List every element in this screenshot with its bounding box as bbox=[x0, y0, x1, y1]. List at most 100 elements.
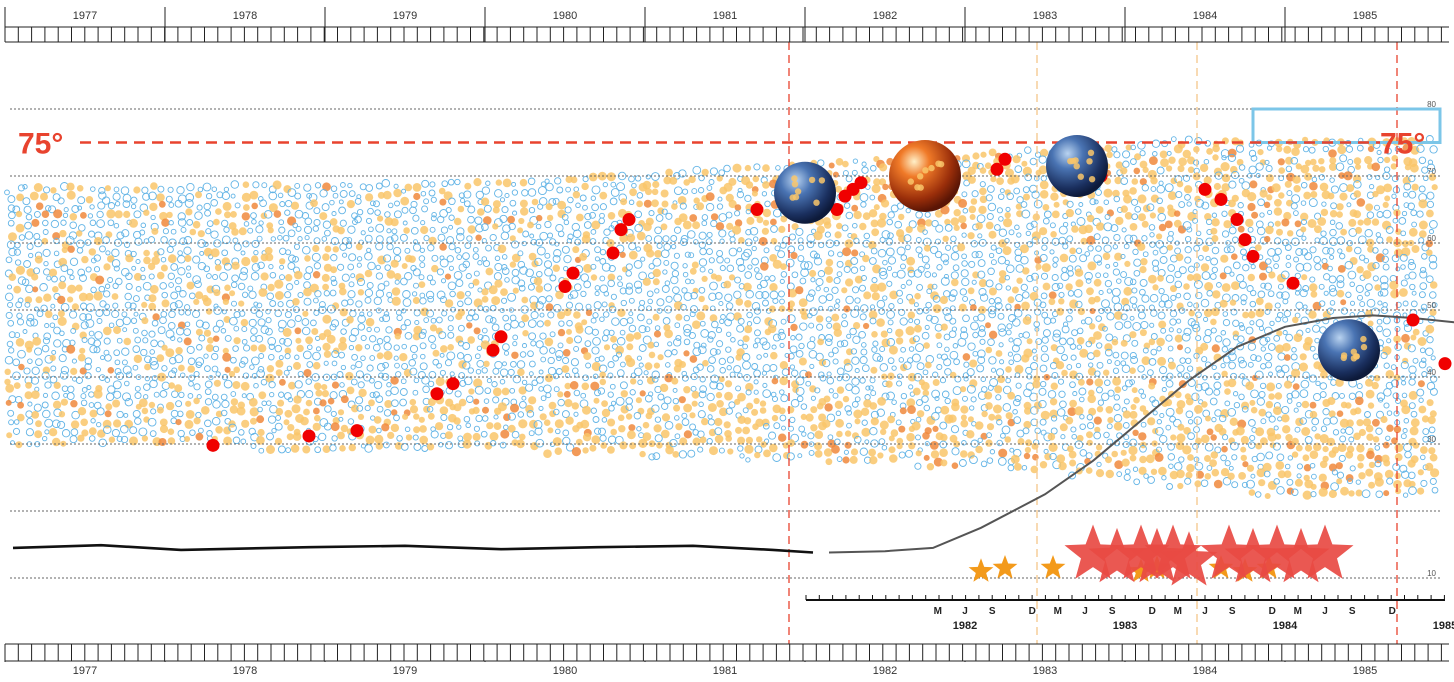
field-dot bbox=[1024, 446, 1031, 454]
field-ring bbox=[1238, 393, 1245, 401]
field-ring bbox=[1282, 316, 1289, 323]
field-ring bbox=[994, 224, 1001, 231]
field-ring bbox=[1329, 300, 1336, 306]
field-dot bbox=[1129, 331, 1137, 339]
field-ring bbox=[907, 269, 916, 278]
field-ring bbox=[99, 300, 107, 308]
field-ring bbox=[808, 322, 815, 329]
field-ring bbox=[1195, 335, 1202, 342]
field-ring bbox=[640, 256, 646, 262]
field-ring bbox=[536, 270, 543, 278]
field-ring bbox=[177, 410, 184, 418]
field-dot bbox=[1173, 219, 1182, 228]
field-ring bbox=[79, 274, 87, 282]
field-dot bbox=[238, 300, 245, 307]
field-dot bbox=[58, 281, 67, 290]
field-ring bbox=[584, 340, 592, 347]
field-ring bbox=[482, 259, 491, 268]
field-ring bbox=[494, 255, 501, 262]
field-dot bbox=[1050, 231, 1057, 238]
field-ring bbox=[555, 349, 564, 359]
field-ring bbox=[393, 344, 400, 351]
field-dot bbox=[780, 215, 788, 223]
field-ring bbox=[120, 186, 130, 195]
field-dot bbox=[1237, 419, 1247, 429]
field-dot bbox=[1088, 407, 1097, 416]
field-ring bbox=[967, 342, 976, 351]
field-ring bbox=[673, 252, 680, 259]
field-ring bbox=[1139, 150, 1146, 157]
field-ring bbox=[1069, 343, 1077, 350]
field-dot bbox=[1291, 451, 1299, 458]
field-ring bbox=[1026, 274, 1034, 283]
field-dot bbox=[502, 178, 512, 188]
field-dot bbox=[850, 448, 859, 456]
field-ring bbox=[936, 264, 943, 271]
field-ring bbox=[1103, 272, 1109, 278]
field-ring bbox=[1120, 351, 1129, 360]
field-ring bbox=[1295, 248, 1304, 256]
field-ring bbox=[735, 385, 742, 392]
field-ring bbox=[673, 186, 683, 196]
field-ring bbox=[1203, 158, 1210, 165]
field-dot bbox=[648, 351, 656, 359]
field-ring bbox=[709, 348, 718, 356]
field-ring bbox=[297, 370, 304, 378]
field-ring bbox=[381, 179, 391, 188]
field-ring bbox=[808, 289, 816, 297]
field-ring bbox=[287, 188, 297, 197]
field-dot bbox=[405, 434, 413, 441]
field-dot bbox=[250, 344, 258, 352]
field-ring bbox=[900, 254, 908, 261]
field-ring bbox=[261, 400, 267, 407]
field-ring bbox=[780, 394, 789, 403]
field-ring bbox=[297, 291, 304, 299]
field-ring bbox=[900, 346, 906, 353]
field-dot bbox=[582, 447, 589, 454]
field-ring bbox=[940, 253, 950, 263]
field-ring bbox=[846, 333, 852, 339]
field-dot bbox=[326, 334, 336, 344]
field-ring bbox=[881, 444, 888, 451]
field-ring bbox=[998, 228, 1008, 237]
field-dot bbox=[591, 220, 601, 230]
field-dot bbox=[80, 212, 87, 219]
field-ring bbox=[1020, 255, 1029, 265]
field-ring bbox=[1122, 441, 1130, 449]
field-ring bbox=[737, 372, 743, 379]
field-dot bbox=[1173, 144, 1183, 154]
field-dot bbox=[967, 166, 976, 175]
field-ring bbox=[708, 356, 716, 364]
field-dot bbox=[519, 178, 528, 187]
field-ring bbox=[753, 236, 759, 242]
field-ring bbox=[237, 282, 246, 291]
field-dot bbox=[984, 391, 993, 400]
field-ring bbox=[1301, 235, 1307, 241]
field-dot bbox=[1050, 192, 1059, 201]
field-ring bbox=[552, 373, 560, 380]
field-dot bbox=[790, 323, 798, 332]
field-ring bbox=[953, 358, 960, 366]
field-ring bbox=[610, 181, 617, 188]
field-ring bbox=[383, 335, 391, 343]
field-ring bbox=[1131, 213, 1139, 221]
field-ring bbox=[552, 254, 561, 263]
field-dot bbox=[314, 414, 321, 422]
field-dot bbox=[224, 284, 231, 292]
field-dot bbox=[275, 369, 283, 377]
field-dot bbox=[467, 336, 476, 344]
field-ring bbox=[516, 360, 526, 369]
field-ring bbox=[548, 238, 557, 246]
field-dot bbox=[517, 227, 524, 234]
field-ring bbox=[1012, 318, 1021, 327]
field-ring bbox=[233, 243, 242, 252]
field-ring bbox=[1322, 246, 1330, 255]
field-ring bbox=[1102, 325, 1108, 332]
field-ring bbox=[924, 324, 930, 330]
field-ring bbox=[944, 368, 952, 376]
field-ring bbox=[1178, 266, 1187, 275]
field-dot bbox=[571, 402, 579, 410]
field-dot bbox=[223, 316, 231, 323]
field-ring bbox=[915, 246, 923, 254]
field-ring bbox=[1213, 381, 1222, 390]
